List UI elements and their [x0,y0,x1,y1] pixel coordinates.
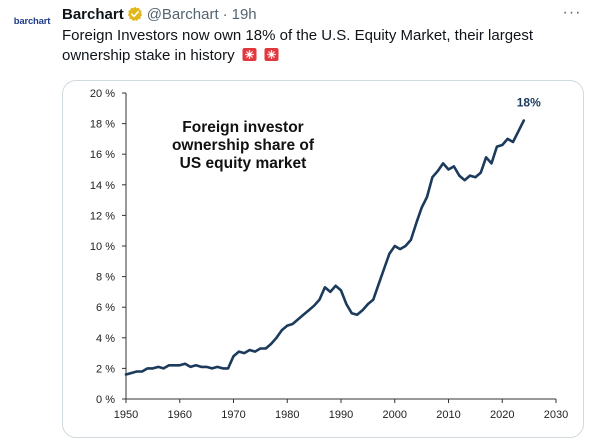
series-line [124,119,526,376]
chart-title-line: Foreign investor [182,119,303,136]
end-value-label: 18% [517,96,541,110]
x-tick-label: 2000 [383,409,407,421]
y-tick-label: 18 % [90,119,115,131]
x-tick-label: 2010 [436,409,460,421]
chart-title-line: US equity market [180,155,307,172]
y-tick-label: 6 % [96,302,115,314]
x-tick-label: 1980 [275,409,299,421]
tweet-text: Foreign Investors now own 18% of the U.S… [62,26,582,66]
x-tick-label: 1960 [168,409,192,421]
y-tick-label: 8 % [96,272,115,284]
x-tick-label: 2020 [490,409,514,421]
y-tick-label: 10 % [90,241,115,253]
y-tick-label: 12 % [90,210,115,222]
x-tick-label: 1950 [114,409,138,421]
rotating-light-emoji-icon [242,47,257,62]
more-options-label: ··· [562,4,582,21]
rotating-light-emoji-icon [264,47,279,62]
y-tick-label: 0 % [96,394,115,406]
chart-image-card[interactable]: 0 % 2 % 4 % 6 % 8 % 10 % 12 % 14 % 16 % 18 % 20 % 1… [62,80,584,438]
tweet-text-body: Foreign Investors now own 18% of the U.S… [62,27,534,64]
x-tick-label: 2030 [544,409,568,421]
y-tick-label: 16 % [90,149,115,161]
timestamp[interactable]: 19h [231,5,257,23]
y-tick-label: 20 % [90,88,115,100]
author-name[interactable]: Barchart [62,5,124,23]
avatar[interactable]: barchart [10,10,54,32]
verified-badge-icon [127,6,143,22]
author-handle[interactable]: @Barchart [146,5,219,23]
tweet-header: Barchart @Barchart · 19h [62,4,257,24]
more-options-icon[interactable]: ··· [562,4,582,22]
y-tick-label: 4 % [96,333,115,345]
chart-title-line: ownership share of [172,137,315,154]
y-tick-label: 14 % [90,180,115,192]
line-chart: 0 % 2 % 4 % 6 % 8 % 10 % 12 % 14 % 16 % 18 % 20 % 1… [90,88,568,421]
y-tick-label: 2 % [96,363,115,375]
x-tick-label: 1990 [329,409,353,421]
avatar-logo-text: barchart [13,15,51,27]
separator-dot: · [222,5,228,23]
x-tick-label: 1970 [221,409,245,421]
